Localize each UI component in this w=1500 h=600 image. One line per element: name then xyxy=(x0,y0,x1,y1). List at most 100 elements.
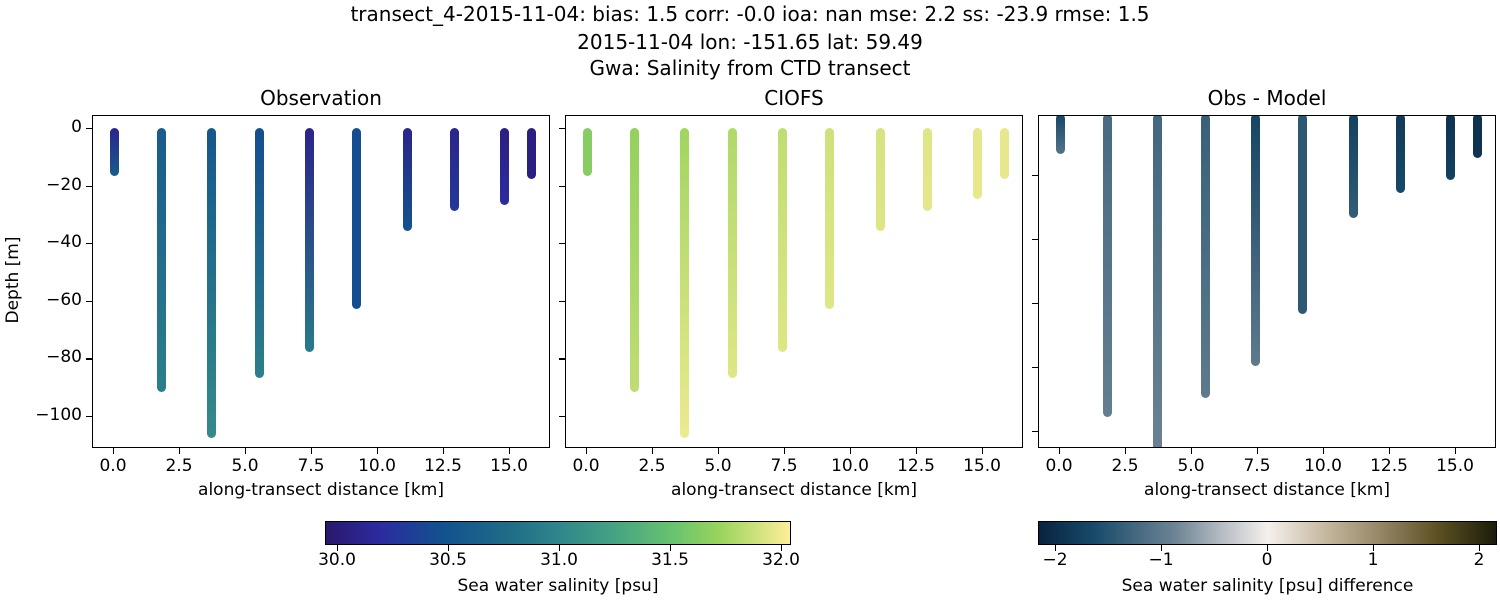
station-profile xyxy=(923,128,933,211)
station-profile xyxy=(630,128,640,393)
colorbar-tick xyxy=(448,545,450,551)
x-tick xyxy=(1191,448,1193,454)
colorbar-tick xyxy=(1267,545,1269,551)
x-tick-label: 0.0 xyxy=(1045,456,1073,476)
colorbar-tick-label: 2 xyxy=(1473,550,1485,570)
station-profile xyxy=(207,128,217,439)
x-tick-label: 2.5 xyxy=(638,456,666,476)
y-tick xyxy=(86,358,92,360)
x-tick-label: 5.0 xyxy=(1177,456,1205,476)
station-profile xyxy=(1200,116,1210,398)
x-tick-label: 7.5 xyxy=(770,456,798,476)
suptitle-line-1: transect_4-2015-11-04: bias: 1.5 corr: -… xyxy=(350,2,1150,26)
station-profile xyxy=(777,128,787,352)
station-profile xyxy=(157,128,167,393)
x-tick xyxy=(982,448,984,454)
x-axis-label: along-transect distance [km] xyxy=(1144,480,1390,500)
colorbar-tick-label: 31.0 xyxy=(540,550,578,570)
station-profile xyxy=(1055,116,1065,155)
plot-area-2 xyxy=(1038,115,1496,448)
station-profile xyxy=(1396,116,1406,193)
station-profile xyxy=(1348,116,1358,219)
colorbar-tick-label: −2 xyxy=(1042,550,1068,570)
station-profile xyxy=(500,128,510,205)
colorbar-tick xyxy=(781,545,783,551)
y-tick xyxy=(1032,239,1038,241)
x-tick-label: 7.5 xyxy=(1243,456,1271,476)
colorbar-tick xyxy=(1161,545,1163,551)
colorbar-tick xyxy=(1055,545,1057,551)
x-tick-label: 2.5 xyxy=(1111,456,1139,476)
y-tick xyxy=(1032,175,1038,177)
y-tick-label: −40 xyxy=(46,232,82,253)
colorbar-label: Sea water salinity [psu] xyxy=(457,576,659,596)
x-tick xyxy=(850,448,852,454)
x-axis-label: along-transect distance [km] xyxy=(671,480,917,500)
x-tick-label: 15.0 xyxy=(963,456,1001,476)
x-tick-label: 5.0 xyxy=(231,456,259,476)
station-profile xyxy=(109,128,119,177)
station-profile xyxy=(973,128,983,200)
x-tick-label: 15.0 xyxy=(490,456,528,476)
x-tick-label: 10.0 xyxy=(358,456,396,476)
x-tick-label: 2.5 xyxy=(165,456,193,476)
x-tick xyxy=(586,448,588,454)
colorbar-tick-label: 32.0 xyxy=(762,550,800,570)
station-profile xyxy=(304,128,314,352)
x-tick-label: 10.0 xyxy=(831,456,869,476)
x-tick-label: 12.5 xyxy=(897,456,935,476)
y-tick xyxy=(559,185,565,187)
colorbar-difference xyxy=(1038,521,1497,545)
x-tick xyxy=(311,448,313,454)
colorbar-tick xyxy=(670,545,672,551)
station-profile xyxy=(1446,116,1456,180)
station-profile xyxy=(1103,116,1113,417)
colorbar-tick-label: 31.5 xyxy=(651,550,689,570)
suptitle-line-2: 2015-11-04 lon: -151.65 lat: 59.49 xyxy=(577,30,923,54)
y-tick-label: −60 xyxy=(46,289,82,310)
x-tick xyxy=(113,448,115,454)
station-profile xyxy=(254,128,264,378)
x-tick-label: 0.0 xyxy=(99,456,127,476)
station-profile xyxy=(1250,116,1260,366)
x-tick-label: 7.5 xyxy=(297,456,325,476)
x-tick xyxy=(1323,448,1325,454)
x-tick xyxy=(377,448,379,454)
station-profile xyxy=(450,128,460,211)
station-profile xyxy=(526,128,536,180)
y-tick-label: −20 xyxy=(46,174,82,195)
colorbar-tick-label: −1 xyxy=(1148,550,1174,570)
colorbar-tick xyxy=(337,545,339,551)
station-profile xyxy=(875,128,885,231)
station-profile xyxy=(402,128,412,231)
y-tick xyxy=(86,185,92,187)
x-tick-label: 15.0 xyxy=(1436,456,1474,476)
x-axis-label: along-transect distance [km] xyxy=(198,480,444,500)
x-tick xyxy=(784,448,786,454)
y-tick xyxy=(86,300,92,303)
station-profile xyxy=(1153,116,1163,447)
x-tick xyxy=(1455,448,1457,454)
y-tick-label: 0 xyxy=(71,117,82,137)
y-tick xyxy=(559,358,565,360)
y-tick xyxy=(1032,431,1038,433)
x-tick xyxy=(652,448,654,454)
suptitle-line-3: Gwa: Salinity from CTD transect xyxy=(589,56,911,80)
x-tick xyxy=(509,448,511,454)
x-tick xyxy=(443,448,445,454)
plot-area-1 xyxy=(565,115,1023,448)
y-tick xyxy=(1032,303,1038,305)
station-profile xyxy=(582,128,592,177)
station-profile xyxy=(1298,116,1308,315)
station-profile xyxy=(999,128,1009,180)
colorbar-tick xyxy=(559,545,561,551)
y-tick xyxy=(559,243,565,245)
x-tick xyxy=(1257,448,1259,454)
colorbar-tick-label: 30.0 xyxy=(318,550,356,570)
panel-title: Obs - Model xyxy=(1207,86,1327,110)
colorbar-salinity xyxy=(325,521,791,545)
y-tick xyxy=(86,243,92,245)
x-tick xyxy=(718,448,720,454)
x-tick xyxy=(245,448,247,454)
x-tick xyxy=(179,448,181,454)
